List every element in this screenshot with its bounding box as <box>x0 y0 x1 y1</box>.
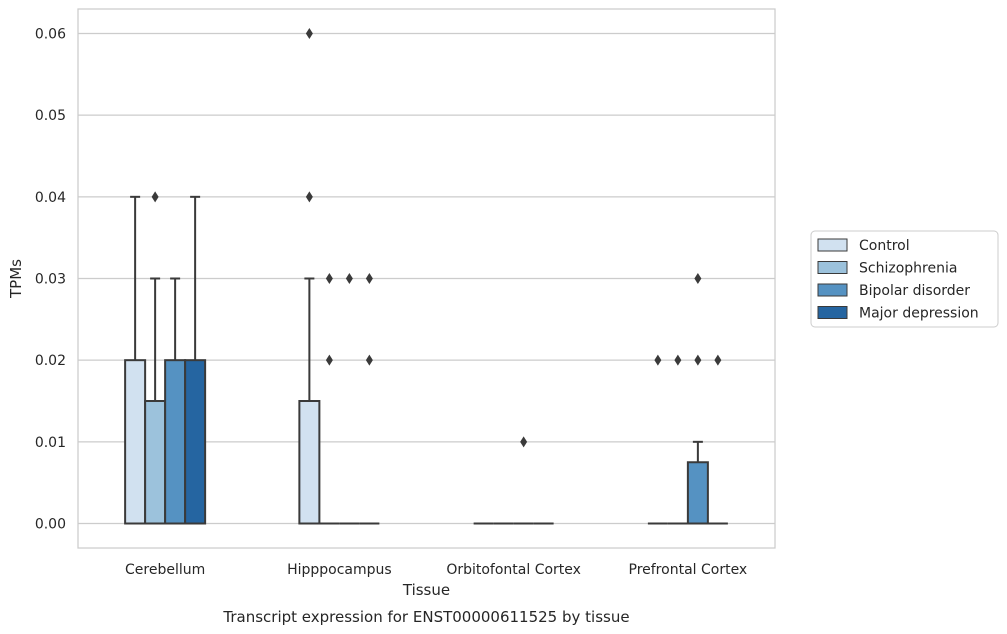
y-tick-label: 0.02 <box>35 353 66 369</box>
box-1-3 <box>359 273 380 525</box>
box-body <box>298 400 321 525</box>
y-tick-label: 0.04 <box>35 190 66 206</box>
outlier-point <box>694 273 702 284</box>
box-3-0 <box>647 354 668 525</box>
plot-area-frame <box>77 8 776 549</box>
outlier-point <box>714 354 722 366</box>
legend-swatch <box>817 261 848 274</box>
box-body <box>184 359 207 525</box>
box-body <box>124 359 147 525</box>
y-tick-label: 0.01 <box>35 435 66 451</box>
box-body <box>686 461 709 525</box>
y-tick-label: 0.03 <box>35 272 66 288</box>
outlier-point <box>654 354 662 366</box>
box-0-3 <box>184 195 207 525</box>
box-series-group <box>124 28 728 525</box>
outlier-point <box>325 354 333 366</box>
outlier-point <box>305 28 313 39</box>
box-2-2 <box>513 436 534 525</box>
legend-label: Control <box>859 238 910 254</box>
outlier-point <box>151 191 159 203</box>
box-0-0 <box>124 195 147 525</box>
box-3-1 <box>667 354 688 525</box>
y-tick-labels: 0.00 0.01 0.02 0.03 0.04 0.05 0.06 <box>35 27 66 533</box>
legend-label: Schizophrenia <box>859 261 957 277</box>
box-1-2 <box>339 273 360 525</box>
y-tick-label: 0.05 <box>35 108 66 124</box>
outlier-point <box>345 273 353 284</box>
x-axis-label: Tissue <box>402 581 450 599</box>
legend-swatch <box>817 283 848 297</box>
outlier-point <box>325 273 333 284</box>
box-body <box>144 400 167 525</box>
x-tick-label: Prefrontal Cortex <box>629 562 748 578</box>
legend-swatch <box>817 238 848 252</box>
x-tick-label: Orbitofontal Cortex <box>446 562 581 578</box>
legend-label: Major depression <box>859 306 979 322</box>
outlier-point <box>305 191 313 203</box>
box-3-3 <box>707 354 728 525</box>
outlier-point <box>694 354 702 366</box>
legend-label: Bipolar disorder <box>859 283 970 299</box>
x-tick-labels: Cerebellum Hipppocampus Orbitofontal Corte… <box>125 562 747 578</box>
legend-frame <box>810 230 999 328</box>
y-tick-label: 0.00 <box>35 517 66 533</box>
x-tick-label: Hipppocampus <box>287 562 392 578</box>
outlier-point <box>520 436 528 448</box>
x-tick-label: Cerebellum <box>125 562 205 578</box>
outlier-point <box>365 354 373 366</box>
legend-swatch <box>817 306 848 319</box>
legend: Control Schizophrenia Bipolar disorder Majo… <box>810 230 999 328</box>
outlier-point <box>674 354 682 366</box>
box-1-1 <box>319 273 340 525</box>
chart-caption: Transcript expression for ENST0000061152… <box>222 608 629 626</box>
box-body <box>164 359 187 525</box>
outlier-point <box>365 273 373 284</box>
y-tick-label: 0.06 <box>35 27 66 43</box>
box-3-2 <box>686 273 709 525</box>
y-axis-label: TPMs <box>7 259 25 299</box>
box-0-1 <box>144 191 167 525</box>
box-1-0 <box>298 28 321 525</box>
